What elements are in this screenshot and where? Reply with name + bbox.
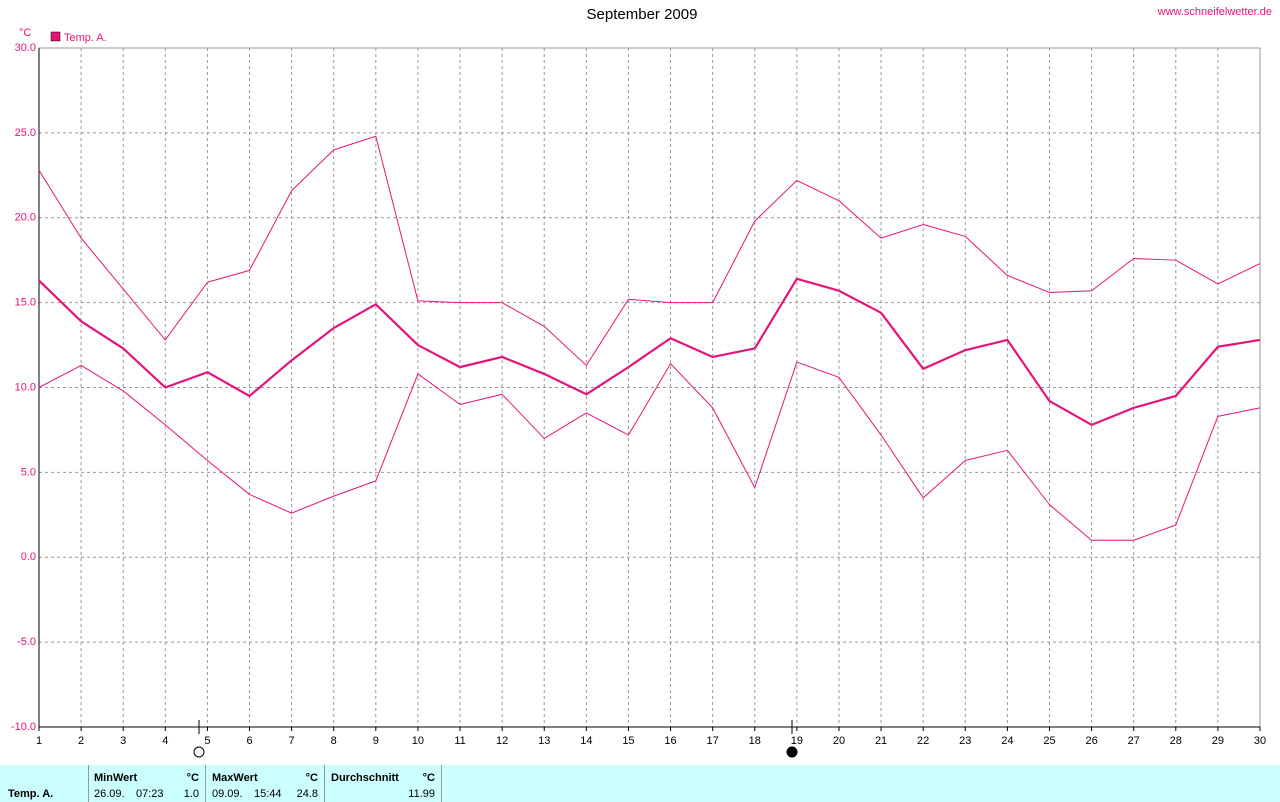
- x-tick-label: 9: [373, 735, 379, 747]
- x-tick-label: 15: [622, 735, 634, 747]
- y-tick-label: -5.0: [17, 636, 36, 648]
- y-tick-label: 15.0: [15, 297, 36, 309]
- x-tick-label: 19: [791, 735, 803, 747]
- moon-new: [786, 746, 798, 758]
- series-line: [38, 135, 1261, 366]
- x-tick-label: 24: [1001, 735, 1013, 747]
- x-tick-label: 29: [1212, 735, 1224, 747]
- chart: September 2009 www.schneifelwetter.de °C…: [11, 6, 1272, 758]
- source: www.schneifelwetter.de: [1157, 6, 1272, 18]
- y-tick-label: 25.0: [15, 127, 36, 139]
- time: 07:23: [136, 788, 164, 800]
- x-tick-label: 25: [1043, 735, 1055, 747]
- x-tick-label: 21: [875, 735, 887, 747]
- y-tick-label: 5.0: [21, 466, 36, 478]
- x-tick-label: 27: [1128, 735, 1140, 747]
- x-tick-label: 6: [246, 735, 252, 747]
- x-tick-label: 26: [1085, 735, 1097, 747]
- x-tick-label: 17: [707, 735, 719, 747]
- series-line: [38, 361, 1261, 541]
- header: Durchschnitt: [331, 772, 399, 784]
- legend-label: Temp. A.: [64, 32, 107, 44]
- x-tick-label: 23: [959, 735, 971, 747]
- series-line: [38, 277, 1261, 426]
- summary-table: Temp. A. MinWert °C 26.09. 07:23 1.0 Max…: [0, 765, 1280, 802]
- x-tick-label: 1: [36, 735, 42, 747]
- x-tick-label: 14: [580, 735, 592, 747]
- row-cell: Temp. A.: [0, 765, 89, 802]
- header: MaxWert: [212, 772, 258, 784]
- value: 24.8: [296, 788, 318, 800]
- time: 15:44: [254, 788, 282, 800]
- x-tick-label: 30: [1254, 735, 1266, 747]
- x-tick-label: 22: [917, 735, 929, 747]
- row-label: Temp. A.: [8, 788, 54, 800]
- unit: °C: [305, 772, 318, 784]
- x-tick-label: 28: [1170, 735, 1182, 747]
- min-cell: MinWert °C 26.09. 07:23 1.0: [88, 765, 206, 802]
- x-tick-label: 11: [454, 735, 465, 747]
- y-tick-label: -10.0: [11, 721, 36, 733]
- avg-cell: Durchschnitt °C 11.99: [325, 765, 442, 802]
- moon-full: [193, 746, 205, 758]
- x-tick-label: 10: [412, 735, 424, 747]
- legend-swatch: [50, 31, 61, 42]
- x-tick-label: 2: [78, 735, 84, 747]
- y-tick-label: 10.0: [15, 381, 36, 393]
- value: 11.99: [408, 788, 435, 800]
- plot-frame: [38, 47, 1261, 728]
- y-tick-label: 20.0: [15, 212, 36, 224]
- x-tick-label: 3: [120, 735, 126, 747]
- x-tick-label: 8: [331, 735, 337, 747]
- y-tick-label: 0.0: [21, 551, 36, 563]
- value: 1.0: [183, 788, 199, 800]
- x-tick-label: 12: [496, 735, 508, 747]
- unit: °C: [186, 772, 199, 784]
- x-tick-label: 13: [538, 735, 550, 747]
- date: 09.09.: [212, 788, 243, 800]
- max-cell: MaxWert °C 09.09. 15:44 24.8: [206, 765, 325, 802]
- x-tick-label: 4: [162, 735, 168, 747]
- chart-title: September 2009: [587, 6, 698, 23]
- x-tick-label: 20: [833, 735, 845, 747]
- unit: °C: [422, 772, 435, 784]
- x-tick-label: 5: [204, 735, 210, 747]
- x-tick-label: 18: [749, 735, 761, 747]
- x-tick-label: 7: [289, 735, 295, 747]
- x-tick-label: 16: [664, 735, 676, 747]
- y-tick-label: 30.0: [15, 42, 36, 54]
- header: MinWert: [94, 772, 138, 784]
- date: 26.09.: [94, 788, 125, 800]
- y-axis-label: °C: [19, 27, 31, 39]
